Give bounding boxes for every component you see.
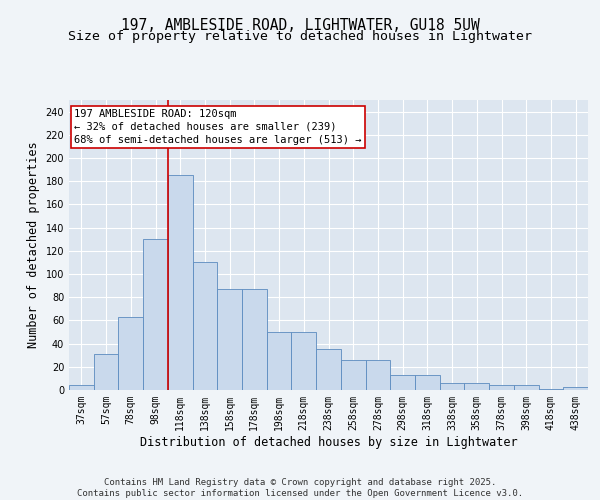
Bar <box>415 375 440 390</box>
Bar <box>193 262 217 390</box>
Bar <box>539 389 563 390</box>
Bar <box>341 360 365 390</box>
Bar <box>563 386 588 390</box>
Bar <box>69 386 94 390</box>
Bar <box>217 289 242 390</box>
Bar <box>267 332 292 390</box>
Bar <box>143 239 168 390</box>
Bar <box>514 386 539 390</box>
Y-axis label: Number of detached properties: Number of detached properties <box>27 142 40 348</box>
Bar <box>365 360 390 390</box>
Bar <box>489 386 514 390</box>
Bar <box>440 383 464 390</box>
Bar <box>292 332 316 390</box>
Bar <box>464 383 489 390</box>
Text: 197, AMBLESIDE ROAD, LIGHTWATER, GU18 5UW: 197, AMBLESIDE ROAD, LIGHTWATER, GU18 5U… <box>121 18 479 32</box>
Bar <box>118 317 143 390</box>
Bar <box>390 375 415 390</box>
Bar <box>316 350 341 390</box>
Text: Contains HM Land Registry data © Crown copyright and database right 2025.
Contai: Contains HM Land Registry data © Crown c… <box>77 478 523 498</box>
Text: 197 AMBLESIDE ROAD: 120sqm
← 32% of detached houses are smaller (239)
68% of sem: 197 AMBLESIDE ROAD: 120sqm ← 32% of deta… <box>74 108 362 145</box>
Bar <box>242 289 267 390</box>
Bar <box>94 354 118 390</box>
X-axis label: Distribution of detached houses by size in Lightwater: Distribution of detached houses by size … <box>140 436 517 448</box>
Bar <box>168 176 193 390</box>
Text: Size of property relative to detached houses in Lightwater: Size of property relative to detached ho… <box>68 30 532 43</box>
